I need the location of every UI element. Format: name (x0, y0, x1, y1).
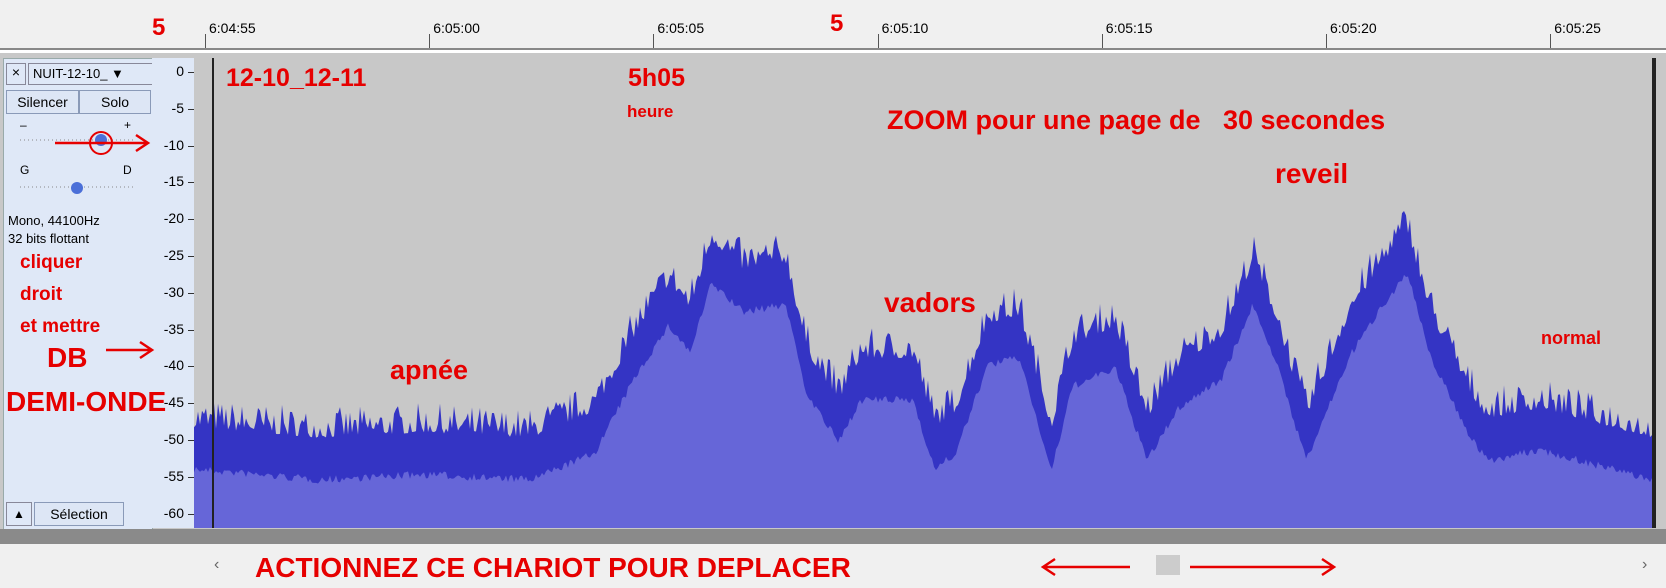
y-tick (188, 476, 194, 478)
y-tick (188, 108, 194, 110)
annotation: droit (20, 284, 63, 305)
time-label: 6:05:15 (1105, 20, 1153, 36)
y-tick (188, 403, 194, 405)
pan-thumb[interactable] (71, 182, 83, 194)
waveform (194, 211, 1652, 528)
y-tick (188, 440, 194, 441)
y-tick-label: -20 (163, 210, 184, 227)
y-tick (188, 366, 194, 368)
pan-left: G (20, 163, 30, 177)
time-label: 6:05:25 (1554, 20, 1601, 36)
arrow (1190, 557, 1337, 577)
annotation: cliquer (20, 252, 83, 273)
format-line: Mono, 44100Hz (8, 213, 100, 228)
y-axis (152, 58, 194, 528)
close-button[interactable]: × (6, 63, 26, 85)
annotation: 12-10_12-11 (226, 64, 367, 92)
annotation: DEMI-ONDE (6, 386, 167, 417)
ruler-tick (429, 34, 431, 48)
collapse-button[interactable]: ▲ (6, 502, 32, 526)
y-tick-label: -5 (171, 99, 184, 116)
annotation: normal (1541, 328, 1602, 348)
annotation: reveil (1275, 158, 1349, 189)
annotation: DB (47, 342, 88, 373)
arrow (106, 340, 155, 360)
time-label: 6:05:10 (881, 20, 929, 36)
ruler-tick (1550, 34, 1552, 48)
ruler-tick (205, 34, 206, 48)
y-tick-label: -45 (163, 394, 184, 411)
annotation: 5h05 (628, 64, 685, 92)
y-tick-label: -40 (163, 357, 184, 374)
marker: 5 (152, 14, 166, 41)
time-label: 6:05:05 (657, 20, 705, 36)
scroll-thumb[interactable] (1156, 555, 1180, 575)
y-tick-label: -10 (163, 136, 184, 153)
y-tick (188, 182, 194, 184)
y-tick (188, 72, 194, 73)
arrow (55, 133, 151, 153)
timeline-ruler[interactable] (0, 0, 1666, 50)
annotation: apnée (390, 355, 469, 385)
track-footer (0, 529, 1666, 544)
y-tick (188, 145, 194, 147)
scrollbar[interactable] (0, 544, 1666, 588)
waveform-shape (194, 274, 1652, 528)
annotation: heure (627, 102, 674, 121)
select-button[interactable]: Sélection (34, 502, 124, 526)
y-tick-label: -25 (163, 247, 184, 263)
time-label: 6:05:00 (433, 20, 480, 36)
mute-button[interactable]: Silencer (6, 90, 79, 114)
y-tick (188, 329, 194, 331)
y-tick (188, 256, 194, 257)
track-name: NUIT-12-10_ (33, 66, 108, 81)
time-label: 6:04:55 (209, 20, 256, 36)
y-tick-label: -30 (163, 283, 184, 300)
format-line: 32 bits flottant (8, 231, 89, 246)
solo-button[interactable]: Solo (79, 90, 151, 114)
track-border (1652, 58, 1656, 528)
ruler-tick (1326, 34, 1327, 48)
annotation: ZOOM pour une page de 30 secondes (887, 105, 1386, 135)
y-tick-label: -60 (163, 504, 184, 521)
pan-right: D (123, 163, 132, 177)
track-control-panel (3, 58, 153, 530)
time-label: 6:05:20 (1330, 20, 1377, 36)
marker: 5 (830, 10, 844, 37)
y-tick-label: -50 (163, 431, 184, 447)
ruler-tick (653, 34, 655, 48)
scroll-left[interactable]: ‹ (214, 556, 220, 573)
ruler-tick (877, 34, 879, 48)
y-tick-label: -35 (163, 320, 184, 337)
gain-plus: + (124, 118, 132, 132)
gain-minus: – (20, 118, 27, 132)
y-tick-label: -55 (163, 467, 184, 484)
scroll-right[interactable]: › (1642, 556, 1648, 573)
y-tick (188, 219, 194, 221)
ruler-border (0, 48, 1666, 50)
annotation: ACTIONNEZ CE CHARIOT POUR DEPLACER (255, 552, 851, 583)
annotation: et mettre (20, 316, 101, 337)
arrow (1040, 557, 1130, 577)
y-tick (188, 513, 194, 515)
y-tick-label: -15 (163, 173, 184, 190)
cursor-line (212, 58, 214, 528)
y-tick (188, 292, 194, 294)
ruler-tick (1101, 34, 1103, 48)
y-tick-label: 0 (176, 63, 184, 79)
annotation: vadors (884, 287, 976, 318)
